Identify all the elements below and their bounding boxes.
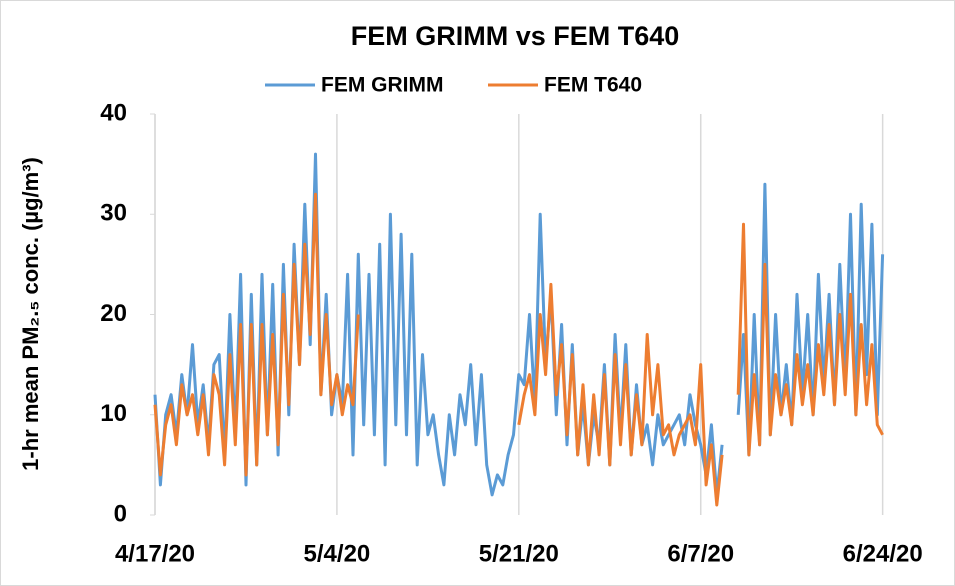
y-tick-label: 40: [100, 99, 127, 126]
y-axis-label: 1-hr mean PM₂.₅ conc. (µg/m³): [18, 157, 43, 471]
y-tick-label: 20: [100, 300, 127, 327]
x-tick-label: 6/24/20: [843, 540, 923, 567]
x-tick-label: 5/21/20: [479, 540, 559, 567]
legend-label: FEM T640: [544, 74, 642, 97]
x-tick-label: 5/4/20: [304, 540, 371, 567]
x-tick-label: 6/7/20: [667, 540, 734, 567]
chart-title: FEM GRIMM vs FEM T640: [351, 21, 680, 51]
y-tick-label: 10: [100, 400, 127, 427]
legend-label: FEM GRIMM: [321, 74, 443, 97]
y-tick-label: 30: [100, 200, 127, 227]
x-tick-label: 4/17/20: [115, 540, 195, 567]
y-tick-label: 0: [114, 500, 127, 527]
data-line: [153, 192, 884, 507]
